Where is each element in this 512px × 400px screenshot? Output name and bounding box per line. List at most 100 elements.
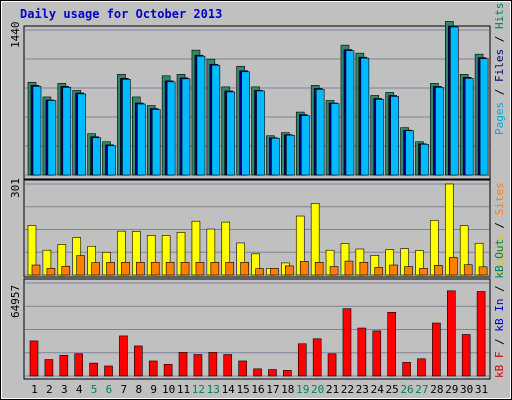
day-label-1: 1 <box>31 383 38 396</box>
day-axis-labels: 1 2 3 4 5 6 7 8 9 10 11 12 13 14 15 16 17 18 19 20 21 22 23 24 2… <box>31 383 488 396</box>
bar-sites-day-2 <box>46 268 56 276</box>
bar-hits-day-26 <box>405 130 414 176</box>
legend-part: Files <box>493 49 506 82</box>
bar-sites-day-27 <box>419 268 428 276</box>
day-label-20: 20 <box>311 383 324 396</box>
bar-hits-day-31 <box>479 58 489 176</box>
panel-middle-ymax: 301 <box>9 178 22 198</box>
bar-kbytes-day-3 <box>59 354 69 377</box>
day-label-25: 25 <box>386 383 399 396</box>
bar-sites-day-10 <box>165 262 175 276</box>
bar-hits-day-17 <box>271 137 280 176</box>
bar-sites-day-11 <box>180 262 190 276</box>
day-label-14: 14 <box>222 383 236 396</box>
bar-sites-day-26 <box>404 266 413 276</box>
bar-kbytes-day-11 <box>178 352 188 377</box>
bar-hits-day-21 <box>330 103 340 176</box>
day-label-5: 5 <box>91 383 98 396</box>
bar-hits-day-15 <box>241 71 250 176</box>
bar-hits-day-9 <box>151 109 161 176</box>
panel-middle: 301 Visits / Sites <box>9 178 506 278</box>
legend-part: / <box>493 279 506 299</box>
legend-part: Sites <box>493 182 506 215</box>
bar-kbytes-day-20 <box>312 338 322 377</box>
bar-kbytes-day-15 <box>238 360 247 377</box>
bar-kbytes-day-27 <box>417 358 426 377</box>
bar-sites-day-18 <box>285 265 294 276</box>
bar-hits-day-16 <box>256 90 265 176</box>
bar-sites-day-13 <box>210 262 220 276</box>
day-label-31: 31 <box>475 383 488 396</box>
bar-hits-day-19 <box>300 115 310 176</box>
day-label-26: 26 <box>400 383 413 396</box>
day-label-10: 10 <box>162 383 175 396</box>
bar-kbytes-day-5 <box>89 362 98 377</box>
panel-middle-bars <box>27 183 488 276</box>
bar-kbytes-day-26 <box>402 362 411 377</box>
bar-hits-day-3 <box>62 87 72 176</box>
bar-sites-day-1 <box>31 264 41 276</box>
panel-middle-legend: Visits / Sites <box>493 182 506 275</box>
day-label-4: 4 <box>76 383 83 396</box>
bar-sites-day-12 <box>195 262 205 276</box>
legend-part: / <box>493 215 506 235</box>
bar-sites-day-15 <box>240 262 249 276</box>
bar-sites-day-19 <box>299 261 309 276</box>
bar-sites-day-9 <box>150 262 160 276</box>
bar-kbytes-day-8 <box>134 345 143 377</box>
bar-sites-day-22 <box>344 260 354 276</box>
bar-hits-day-23 <box>360 57 370 176</box>
bar-hits-day-1 <box>32 86 42 176</box>
bar-sites-day-14 <box>225 262 235 276</box>
day-label-12: 12 <box>192 383 205 396</box>
bar-hits-day-30 <box>464 78 474 176</box>
bar-sites-day-30 <box>463 264 473 276</box>
legend-part: / <box>493 82 506 102</box>
bar-sites-day-31 <box>478 266 488 276</box>
bar-sites-day-8 <box>136 262 145 276</box>
panel-top-legend: Pages / Files / Hits <box>493 3 506 136</box>
bar-kbytes-day-2 <box>44 359 54 377</box>
day-label-2: 2 <box>46 383 53 396</box>
day-label-8: 8 <box>135 383 142 396</box>
bar-hits-day-27 <box>420 143 429 176</box>
day-label-30: 30 <box>460 383 473 396</box>
bar-kbytes-day-13 <box>208 352 218 377</box>
bar-kbytes-day-14 <box>223 354 233 377</box>
legend-part: kB Out <box>493 239 506 279</box>
bar-hits-day-4 <box>77 93 87 176</box>
legend-part: Pages <box>493 102 506 135</box>
bar-sites-day-23 <box>359 262 369 276</box>
bar-hits-day-28 <box>435 87 444 176</box>
bar-kbytes-day-28 <box>432 322 441 377</box>
bar-hits-day-7 <box>122 79 131 176</box>
bar-sites-day-3 <box>61 265 71 276</box>
bar-kbytes-day-21 <box>327 353 337 377</box>
bar-hits-day-14 <box>226 91 236 176</box>
day-label-29: 29 <box>445 383 458 396</box>
bar-hits-day-12 <box>196 55 206 176</box>
bar-kbytes-day-12 <box>193 354 203 377</box>
bar-hits-day-2 <box>47 100 57 176</box>
bar-kbytes-day-30 <box>461 334 471 377</box>
chart-title: Daily usage for October 2013 <box>20 7 222 21</box>
bar-hits-day-25 <box>390 96 399 176</box>
day-label-15: 15 <box>236 383 249 396</box>
panel-top-bars <box>27 21 489 176</box>
bar-kbytes-day-25 <box>387 311 396 377</box>
bar-kbytes-day-23 <box>357 327 367 377</box>
bar-hits-day-22 <box>345 50 355 176</box>
bar-hits-day-24 <box>375 99 385 176</box>
legend-part: kB F <box>493 352 506 379</box>
bar-kbytes-day-17 <box>268 369 277 377</box>
panel-bottom: 64957 kB F / kB In / kB Out <box>9 239 506 380</box>
day-label-19: 19 <box>296 383 309 396</box>
bar-kbytes-day-10 <box>163 363 173 377</box>
bar-kbytes-day-6 <box>104 365 113 377</box>
bar-hits-day-6 <box>107 145 116 176</box>
bar-kbytes-day-29 <box>446 290 456 377</box>
day-label-22: 22 <box>341 383 354 396</box>
bar-sites-day-24 <box>374 267 384 276</box>
day-label-7: 7 <box>121 383 128 396</box>
